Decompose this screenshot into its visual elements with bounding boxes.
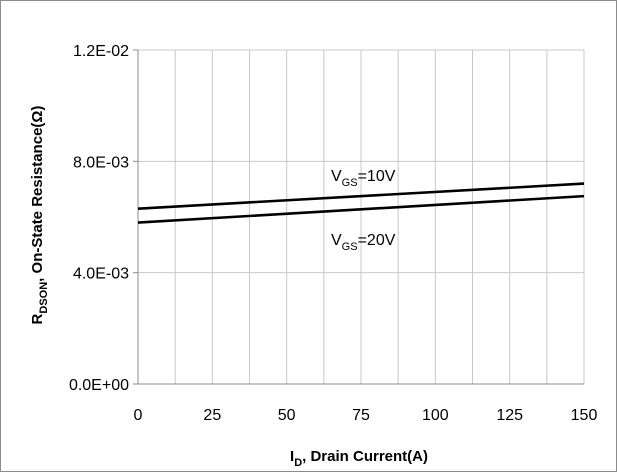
x-tick-label: 75 — [352, 407, 370, 424]
x-tick-label: 50 — [278, 407, 296, 424]
x-tick-label: 0 — [134, 407, 143, 424]
ticks-layer: 0.0E+00 4.0E-03 8.0E-03 1.2E-02 0 25 50 75 100 12… — [69, 43, 598, 424]
x-tick-label: 125 — [496, 407, 523, 424]
annotation-vgs-10v: VGS=10V — [331, 168, 396, 189]
series-line-vgs-20v — [137, 194, 585, 224]
x-tick-label: 150 — [571, 407, 598, 424]
series-layer — [137, 182, 585, 224]
grid-layer — [137, 49, 585, 385]
x-axis-title: ID, Drain Current(A) — [290, 448, 428, 469]
y-tick-label: 0.0E+00 — [69, 377, 129, 394]
y-axis-title: RDSON, On-State Resistance(Ω) — [29, 106, 50, 325]
x-tick-label: 100 — [422, 407, 449, 424]
series-line-vgs-10v — [137, 182, 585, 210]
y-tick-label: 4.0E-03 — [73, 266, 129, 283]
y-tick-label: 1.2E-02 — [73, 43, 129, 60]
annotation-vgs-20v: VGS=20V — [331, 232, 396, 253]
y-tick-label: 8.0E-03 — [73, 154, 129, 171]
x-tick-label: 25 — [203, 407, 221, 424]
